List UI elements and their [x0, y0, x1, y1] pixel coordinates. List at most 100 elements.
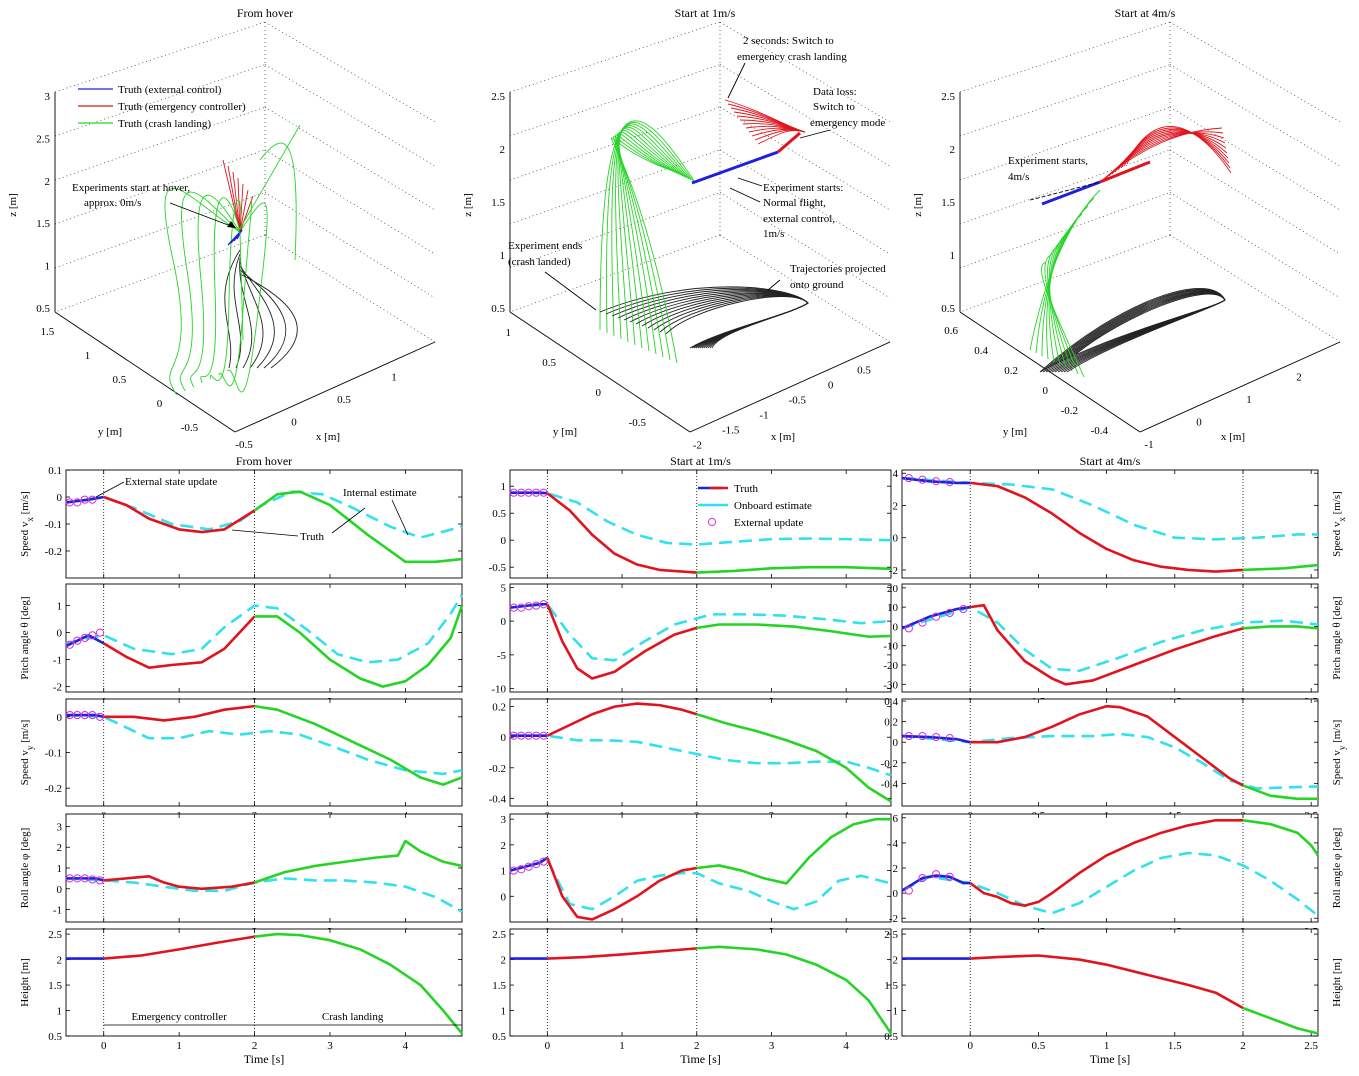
- trajectory-crash: [237, 124, 301, 341]
- subplot: -30-20-100102000.511.522.5: [883, 583, 1318, 708]
- annotation-arrow: [331, 507, 366, 534]
- annotation-arrow: [391, 499, 409, 536]
- external-update-marker: [539, 600, 548, 609]
- z-tick-label: 0.5: [36, 303, 50, 315]
- y-tick-label: 0: [1043, 385, 1049, 397]
- y-tick-label: 3: [57, 821, 63, 833]
- box-edge: [509, 21, 721, 93]
- x-axis-label: Time [s]: [244, 1052, 285, 1066]
- y-tick-label: 0: [596, 387, 602, 399]
- box-edge: [54, 21, 266, 93]
- trajectory-3d-panels: From hover0.511.522.531.510.50-0.5-0.500…: [7, 6, 1341, 452]
- x-axis-line: [689, 341, 891, 433]
- truth-external-line: [901, 605, 971, 630]
- y-tick-label: 1: [501, 1006, 507, 1018]
- y-tick-label: 2.5: [492, 929, 506, 941]
- y-tick-label: 0.5: [492, 1031, 506, 1043]
- y-tick-label: 0.5: [542, 357, 556, 369]
- external-update-marker: [88, 710, 97, 720]
- y-tick-label: -10: [491, 684, 506, 696]
- y-tick-label: -0.5: [629, 417, 647, 429]
- x-tick-label: 1: [176, 1040, 182, 1052]
- subplot: -202400.511.522.5: [889, 468, 1319, 594]
- trajectory-crash: [615, 134, 678, 358]
- grid-line: [1169, 149, 1341, 255]
- x-tick-label: 4: [843, 1040, 849, 1052]
- trajectory-crash: [1047, 245, 1073, 372]
- y-tick-label: 4: [893, 838, 899, 850]
- y-tick-label: -0.2: [1061, 405, 1078, 417]
- z-tick-label: 1: [950, 250, 956, 262]
- truth-external-line: [901, 734, 971, 744]
- row-label-left: Speed vy [m/s]: [19, 720, 35, 786]
- y-tick-label: 0: [893, 533, 899, 545]
- y-tick-label: -2: [889, 565, 898, 577]
- x-tick-label: -1: [759, 410, 768, 422]
- truth-emergency-line: [970, 954, 1244, 1010]
- x-tick-label: -1: [1144, 439, 1153, 451]
- y-tick-label: 2: [893, 955, 899, 967]
- truth-emergency-line: [546, 492, 697, 574]
- annotation-arrow: [169, 202, 237, 229]
- trajectory-panel-1: From hover 0.5 1 1.5 2 2.5 3 1.5 1 0.5 0 -0.5 -0.5 0 0…: [7, 6, 436, 451]
- y-tick-label: 0: [57, 884, 63, 896]
- y-tick-label: 0: [501, 891, 507, 903]
- trajectory-crash: [618, 130, 684, 349]
- annotation: Data loss:: [813, 86, 857, 98]
- z-tick-label: 1.5: [941, 197, 955, 209]
- legend-label: External update: [734, 517, 803, 529]
- trajectory-crash: [164, 188, 241, 396]
- trajectory-emergency: [777, 131, 801, 154]
- x-tick-label: 3: [327, 1040, 333, 1052]
- grid-line: [1169, 106, 1341, 211]
- truth-emergency-line: [103, 615, 256, 670]
- z-tick-label: 2: [500, 144, 506, 156]
- annotation: onto ground: [790, 279, 844, 291]
- x-tick-label: 2: [694, 1040, 700, 1052]
- plot-frame: [901, 583, 1319, 693]
- external-update-marker: [918, 475, 927, 484]
- y-tick-label: 0.2: [884, 717, 898, 729]
- row-label-right: Roll angle φ [deg]: [1331, 828, 1343, 909]
- grid-line: [1169, 192, 1341, 299]
- grid-line: [719, 192, 891, 299]
- external-update-marker: [95, 628, 105, 637]
- annotation: emergency mode: [810, 117, 885, 129]
- x-tick-label: 2: [1240, 1040, 1246, 1052]
- legend-marker: [707, 517, 717, 527]
- column-3: Start at 4m/s-202400.511.522.5-30-20-100…: [881, 454, 1320, 1066]
- plot-frame: [901, 928, 1319, 1037]
- trajectory-projection: [239, 265, 275, 369]
- estimate-line: [901, 605, 1319, 673]
- x-tick-label: 4: [403, 1040, 409, 1052]
- truth-emergency-line: [969, 818, 1243, 907]
- x-tick-label: 1: [1246, 394, 1252, 406]
- trajectory-crash: [1029, 189, 1101, 351]
- subplot: -2024600.511.522.5: [889, 813, 1320, 938]
- y-tick-label: 0.4: [974, 345, 988, 357]
- z-tick-label: 1: [45, 261, 51, 273]
- y-tick-label: -0.5: [489, 562, 507, 574]
- subplot: -0.4-0.200.20.400.511.522.5: [881, 696, 1319, 822]
- row-label-left: Roll angle φ [deg]: [19, 828, 31, 909]
- truth-emergency-line: [970, 603, 1244, 686]
- y-tick-label: -0.4: [489, 793, 507, 805]
- trajectory-crash: [611, 123, 692, 337]
- plot-frame: [509, 698, 892, 807]
- panel-title: Start at 1m/s: [675, 6, 736, 20]
- plot-frame: [65, 813, 463, 923]
- y-tick-label: 1: [57, 863, 63, 875]
- x-axis-label: x [m]: [771, 431, 795, 443]
- z-tick-label: 3: [45, 91, 51, 103]
- plot-frame: [509, 928, 892, 1037]
- subplot: 012301234: [501, 813, 892, 938]
- row-label-right: Height [m]: [1331, 958, 1343, 1007]
- y-tick-label: 0: [157, 398, 163, 410]
- panel-title: Start at 4m/s: [1115, 6, 1176, 20]
- trajectory-projection: [239, 261, 264, 369]
- z-tick-label: 2.5: [36, 133, 50, 145]
- x-tick-label: 0.5: [337, 394, 351, 406]
- grid-line: [264, 64, 436, 167]
- x-tick-label: 0.5: [1032, 1040, 1046, 1052]
- estimate-line: [509, 491, 892, 546]
